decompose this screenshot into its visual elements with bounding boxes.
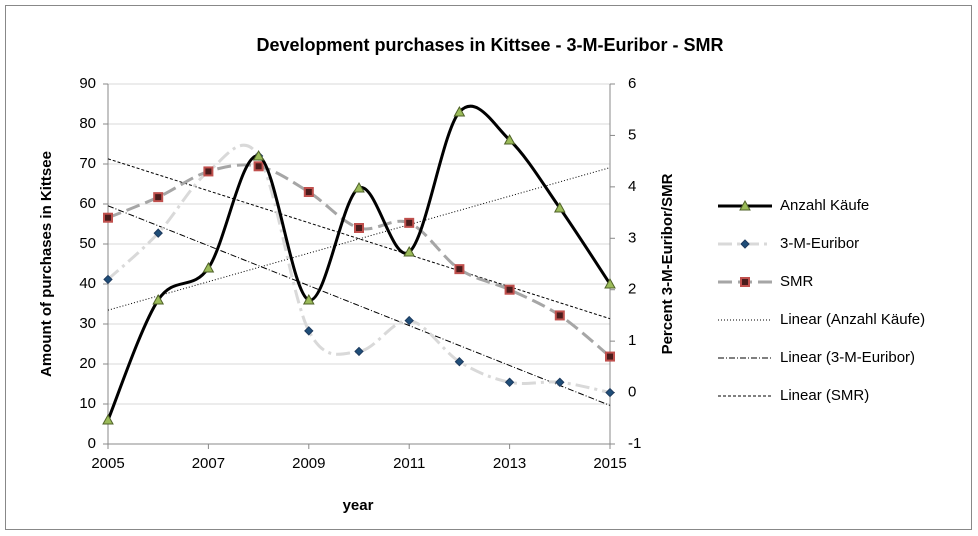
marker	[553, 201, 566, 213]
x-tick-label: 2009	[292, 455, 325, 472]
marker	[102, 413, 114, 425]
x-tick-label: 2011	[393, 455, 425, 472]
y2-tick-label: 6	[628, 75, 636, 92]
x-axis-title: year	[343, 497, 374, 514]
marker	[253, 161, 264, 172]
marker	[353, 181, 365, 193]
marker	[152, 293, 165, 305]
marker	[354, 223, 364, 233]
trendline	[107, 158, 611, 320]
marker	[740, 277, 750, 287]
legend-label: Linear (Anzahl Käufe)	[780, 311, 925, 328]
marker	[504, 377, 515, 387]
y-tick-label: 90	[79, 75, 96, 92]
marker	[153, 192, 164, 203]
y2-tick-label: 1	[628, 332, 636, 349]
legend-label: 3-M-Euribor	[780, 235, 859, 252]
legend-label: Linear (SMR)	[780, 387, 869, 404]
x-tick-label: 2007	[192, 455, 225, 472]
legend-label: Anzahl Käufe	[780, 197, 869, 214]
y2-axis-title: Percent 3-M-Euribor/SMR	[659, 173, 676, 354]
legend-label: SMR	[780, 273, 814, 290]
marker	[302, 293, 315, 305]
y-axis-title: Amount of purchases in Kittsee	[38, 151, 55, 377]
y2-tick-label: 3	[628, 229, 636, 246]
marker	[739, 199, 751, 211]
marker	[103, 274, 113, 285]
marker	[503, 133, 516, 145]
x-tick-label: 2013	[493, 455, 526, 472]
marker	[454, 357, 465, 367]
marker	[103, 212, 113, 223]
y-tick-label: 60	[79, 195, 96, 212]
y2-tick-label: 4	[628, 178, 636, 195]
marker	[555, 377, 565, 387]
marker	[504, 284, 515, 295]
marker	[605, 387, 615, 398]
y-tick-label: 10	[79, 395, 96, 412]
marker	[252, 149, 265, 161]
y-tick-label: 30	[79, 315, 96, 332]
y-tick-label: 0	[88, 435, 96, 452]
y2-tick-label: 0	[628, 384, 636, 401]
legend-label: Linear (3-M-Euribor)	[780, 349, 915, 366]
marker	[304, 326, 314, 336]
marker	[454, 264, 465, 275]
y2-tick-label: 5	[628, 126, 636, 143]
marker	[203, 166, 214, 177]
y2-tick-label: 2	[628, 281, 636, 298]
x-tick-label: 2015	[593, 455, 626, 472]
marker	[604, 277, 616, 289]
y-tick-label: 20	[79, 355, 96, 372]
chart-border	[5, 5, 972, 530]
y-tick-label: 80	[79, 115, 96, 132]
marker	[303, 187, 314, 197]
y2-tick-label: -1	[628, 435, 641, 452]
marker	[605, 351, 615, 362]
marker	[453, 105, 466, 117]
x-tick-label: 2005	[91, 455, 124, 472]
marker	[202, 261, 215, 273]
marker	[554, 310, 565, 321]
marker	[404, 217, 415, 228]
series-line	[106, 143, 611, 395]
y-tick-label: 40	[79, 275, 96, 292]
chart-title: Development purchases in Kittsee - 3-M-E…	[256, 35, 723, 55]
marker	[403, 245, 416, 257]
y-tick-label: 70	[79, 155, 96, 172]
marker	[404, 315, 414, 326]
marker	[153, 228, 163, 238]
trendline	[107, 205, 611, 406]
marker	[740, 239, 750, 249]
y-tick-label: 50	[79, 235, 96, 252]
marker	[354, 346, 364, 357]
